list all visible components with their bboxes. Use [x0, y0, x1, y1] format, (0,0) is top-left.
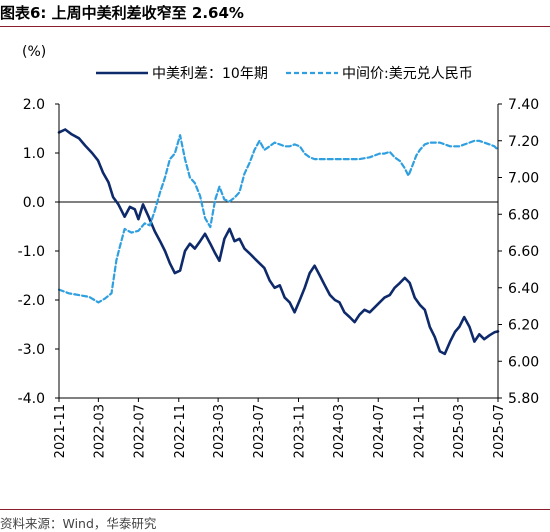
series-layer [57, 128, 500, 356]
series-line-1 [57, 128, 500, 356]
x-tick-label: 2023-03 [212, 404, 227, 458]
figure-title: 图表6: 上周中美利差收窄至 2.64% [0, 4, 244, 22]
x-tick-label: 2025-03 [452, 404, 467, 458]
left-tick-label: 0.0 [23, 195, 45, 211]
x-tick-label: 2022-03 [92, 404, 107, 458]
x-tick-label: 2023-07 [252, 404, 267, 458]
left-tick-label: -2.0 [18, 293, 45, 309]
right-tick-label: 6.60 [508, 244, 539, 260]
right-tick-label: 6.80 [508, 207, 539, 223]
x-tick-label: 2022-07 [132, 404, 147, 458]
x-tick-label: 2023-11 [293, 404, 308, 458]
left-axis-unit: (%) [22, 44, 46, 60]
left-tick-label: -1.0 [18, 244, 45, 260]
legend: 中美利差：10年期 中间价:美元兑人民币 [96, 66, 473, 82]
x-tick-label: 2024-07 [372, 404, 387, 458]
legend-label-1: 中美利差：10年期 [152, 66, 268, 82]
source-divider [0, 509, 550, 510]
left-tick-label: 2.0 [23, 97, 45, 113]
right-tick-label: 7.20 [508, 134, 539, 150]
line-chart: 2.0 1.0 0.0 -1.0 -2.0 -3.0 -4.0 7.40 7.20 7.00 6.8… [18, 44, 540, 458]
left-tick-label: -3.0 [18, 342, 45, 358]
x-tick-label: 2024-11 [413, 404, 428, 458]
legend-label-2: 中间价:美元兑人民币 [342, 66, 473, 82]
source-note: 资料来源：Wind，华泰研究 [0, 516, 157, 531]
x-tick-label: 2024-03 [332, 404, 347, 458]
left-tick-label: 1.0 [23, 146, 45, 162]
left-tick-label: -4.0 [18, 391, 45, 407]
axis-layer: 2.0 1.0 0.0 -1.0 -2.0 -3.0 -4.0 7.40 7.20 7.00 6.8… [18, 44, 540, 458]
right-tick-label: 6.40 [508, 281, 539, 297]
x-tick-label: 2021-11 [53, 404, 68, 458]
right-tick-label: 7.40 [508, 97, 539, 113]
series-line-2 [57, 134, 500, 304]
title-divider [0, 26, 550, 27]
right-tick-label: 6.20 [508, 318, 539, 334]
right-tick-label: 5.80 [508, 391, 539, 407]
x-tick-label: 2025-07 [492, 404, 507, 458]
x-tick-label: 2022-11 [173, 404, 188, 458]
right-tick-label: 7.00 [508, 171, 539, 187]
right-tick-label: 6.00 [508, 354, 539, 370]
